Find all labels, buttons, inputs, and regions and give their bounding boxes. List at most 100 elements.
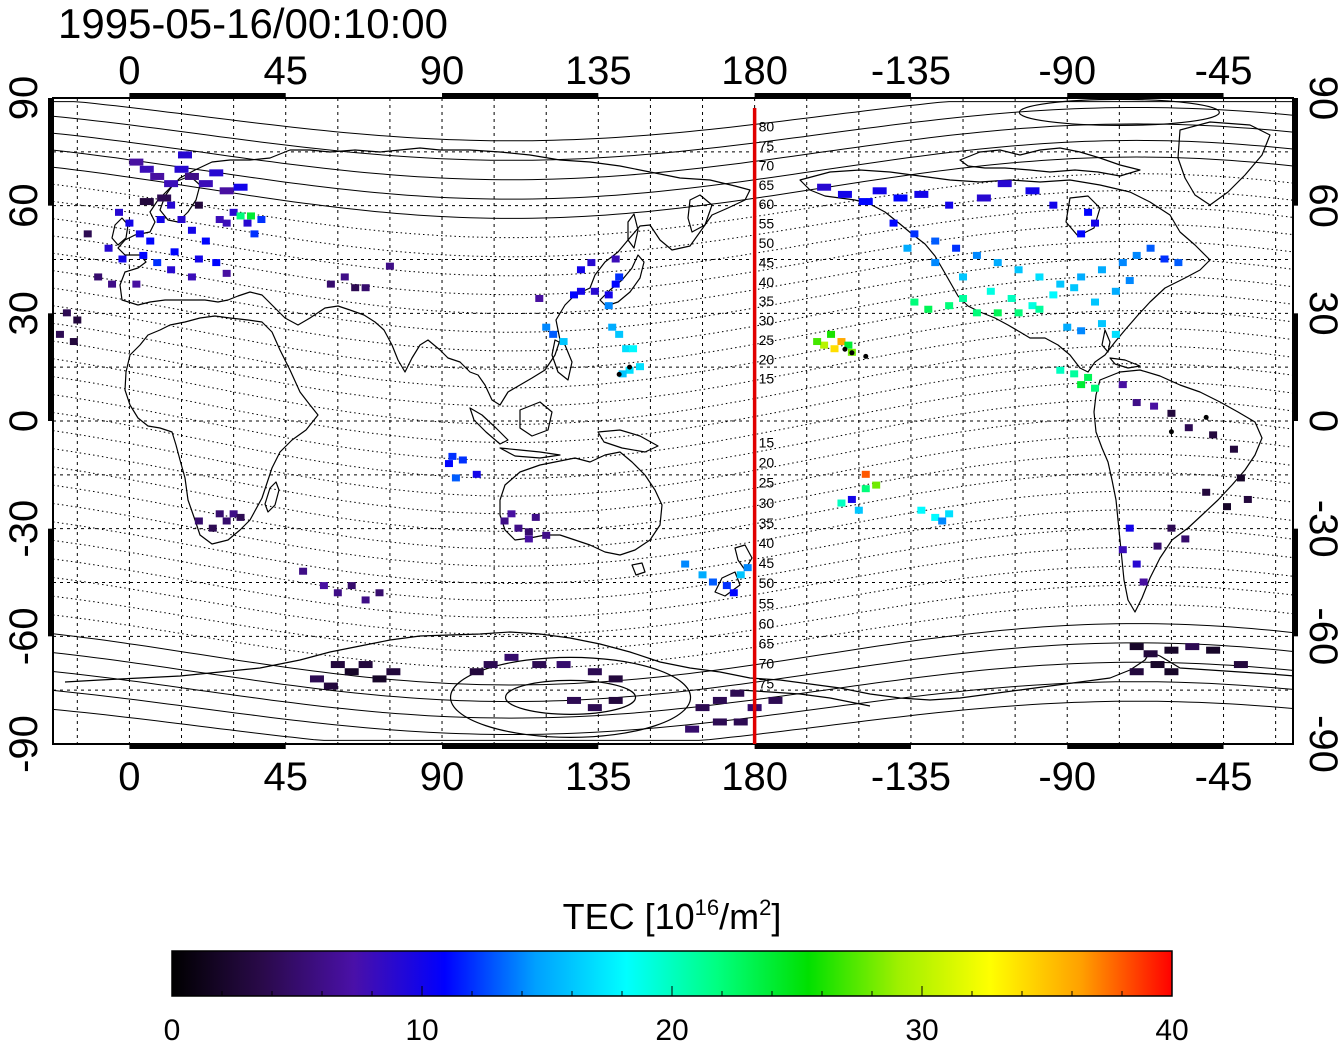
tec-point [733, 718, 748, 726]
coastline-java [499, 447, 561, 459]
tec-point [827, 330, 836, 338]
station-marker [863, 353, 869, 359]
contour-label: 30 [759, 495, 775, 511]
mag-lat-contour [53, 292, 1293, 370]
mag-lat-contour [53, 642, 1293, 703]
tec-point [1056, 366, 1065, 374]
tec-point [986, 287, 995, 295]
station-marker [627, 364, 633, 370]
tec-point [636, 363, 645, 371]
lon-tick-label-top: 45 [263, 49, 308, 93]
tec-point [164, 180, 179, 188]
right-axis-band [1293, 313, 1298, 421]
tec-point [1091, 298, 1100, 306]
tec-point [993, 259, 1002, 267]
tec-point [1077, 230, 1086, 238]
lon-tick-label-top: 90 [420, 49, 465, 93]
tec-point [257, 216, 266, 224]
tec-point [903, 244, 912, 252]
tec-point [309, 675, 324, 683]
tec-point [212, 259, 221, 267]
lat-tick-label-right: 0 [1301, 410, 1344, 432]
mag-lat-contour [53, 435, 1293, 515]
contour-label: 70 [759, 656, 775, 672]
tec-point [184, 172, 199, 180]
tec-data-points [55, 151, 1252, 733]
contour-label: 55 [759, 595, 775, 611]
tec-point [55, 330, 64, 338]
tec-point [187, 273, 196, 281]
mag-lat-contour [53, 681, 1293, 735]
tec-point [872, 481, 881, 489]
mag-lat-contour [53, 472, 1293, 550]
contour-label: 25 [759, 475, 775, 491]
tec-point [1233, 661, 1248, 669]
tec-point [959, 273, 968, 281]
tec-point [917, 506, 926, 514]
tec-point [469, 668, 484, 676]
lat-tick-label-left: 60 [2, 183, 46, 228]
tec-point [972, 309, 981, 317]
tec-point [150, 172, 165, 180]
tec-point [139, 198, 154, 206]
coastline-australia [499, 451, 663, 556]
tec-point [507, 510, 516, 518]
tec-point [1063, 323, 1072, 331]
tec-point [1014, 309, 1023, 317]
tec-point [837, 499, 846, 507]
colorbar-tick-label: 0 [164, 1014, 181, 1047]
tec-point [945, 510, 954, 518]
contour-label: 75 [759, 676, 775, 692]
tec-point [323, 682, 338, 690]
left-axis-band [48, 313, 53, 421]
tec-point [174, 165, 189, 173]
mag-lat-contour [53, 173, 1293, 239]
tec-point [931, 259, 940, 267]
tec-point [1056, 280, 1065, 288]
tec-point [236, 212, 245, 220]
tec-point [1125, 277, 1134, 285]
coastline-kamchatka [687, 194, 713, 233]
coastline-arctic-canada [959, 147, 1141, 177]
left-axis-band [48, 98, 53, 206]
top-axis-band [442, 93, 599, 98]
contour-label: 45 [759, 254, 775, 270]
tec-point [208, 524, 217, 532]
tec-point [531, 513, 540, 521]
tec-point [1132, 399, 1141, 407]
tec-point [458, 456, 467, 464]
tec-point [219, 187, 234, 195]
tec-point [1223, 503, 1232, 511]
mag-lat-contour [53, 417, 1293, 497]
tec-point [146, 237, 155, 245]
tec-point [62, 309, 71, 317]
lon-tick-label-top: -90 [1038, 49, 1096, 93]
tec-point [608, 675, 623, 683]
contour-label: 20 [759, 351, 775, 367]
tec-point [1184, 424, 1193, 432]
tec-point [386, 668, 401, 676]
tec-point [872, 187, 887, 195]
tec-point [1167, 524, 1176, 532]
tec-point [817, 183, 832, 191]
tec-point [972, 251, 981, 259]
tec-point [604, 302, 613, 310]
tec-point [611, 280, 620, 288]
tec-point [587, 259, 596, 267]
tec-point [993, 309, 1002, 317]
tec-point [361, 284, 370, 292]
mag-pole-contour-inner [504, 679, 637, 715]
tec-point [820, 341, 829, 349]
tec-point [567, 696, 582, 704]
mag-lat-contour [53, 327, 1293, 407]
tec-point [1174, 259, 1183, 267]
tec-point [194, 517, 203, 525]
tec-point [1139, 578, 1148, 586]
tec-point [931, 513, 940, 521]
coastline-ross-ice [739, 689, 871, 707]
tec-point [945, 302, 954, 310]
tec-point [108, 280, 117, 288]
tec-point [976, 194, 991, 202]
tec-point [1132, 560, 1141, 568]
bottom-axis-band [754, 744, 911, 749]
